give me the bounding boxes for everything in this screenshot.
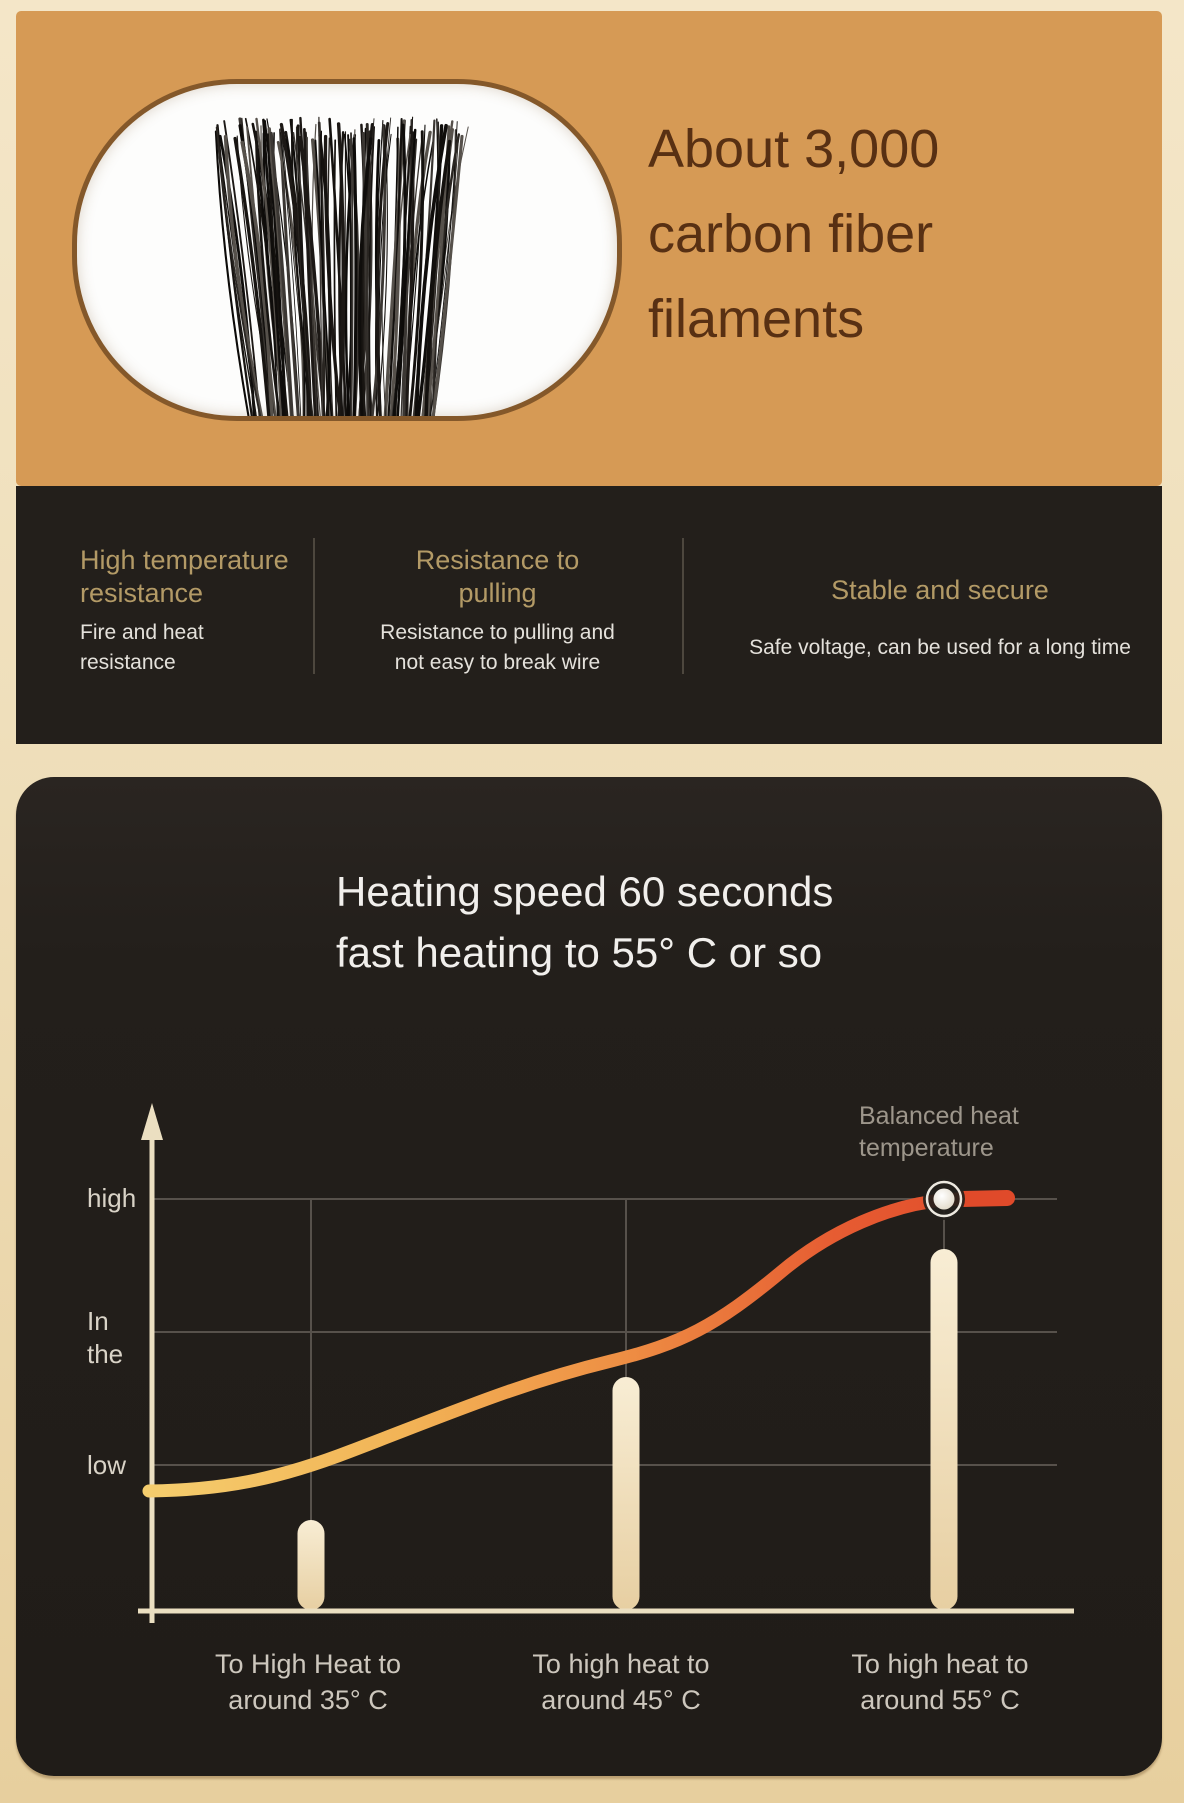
bar-45c [612, 1377, 640, 1610]
features-section: High temperature resistance Fire and hea… [16, 486, 1162, 744]
marker-dot-icon [933, 1188, 955, 1210]
feature-title: High temperature resistance [80, 544, 313, 610]
hero-headline-line: carbon fiber [648, 204, 934, 264]
feature-title-line: resistance [80, 578, 204, 608]
feature-high-temperature: High temperature resistance Fire and hea… [16, 486, 313, 744]
feature-title-line: pulling [458, 578, 537, 608]
feature-title-line: High temperature [80, 545, 289, 575]
annotation-line: temperature [859, 1134, 994, 1162]
content-wrap: About 3,000 carbon fiber filaments High … [16, 11, 1162, 1776]
x-label-55c-line2: around 55° C [860, 1685, 1019, 1715]
hero-headline-line: filaments [648, 289, 865, 349]
feature-body: Resistance to pulling and not easy to br… [313, 618, 682, 678]
feature-pulling-resistance: Resistance to pulling Resistance to pull… [313, 486, 682, 744]
feature-stable-secure: Stable and secure Safe voltage, can be u… [682, 486, 1162, 744]
hero-headline-line: About 3,000 [648, 119, 940, 179]
section-gap [16, 744, 1162, 777]
heating-curve-chart: high In the low Balanced heat temperatur… [87, 1102, 1074, 1715]
feature-title: Stable and secure [718, 574, 1162, 607]
y-axis-arrow-icon [141, 1103, 163, 1140]
feature-divider [313, 538, 315, 674]
y-label-in: In [87, 1306, 109, 1336]
bar-35c [297, 1520, 325, 1610]
x-label-45c-line1: To high heat to [532, 1649, 709, 1679]
feature-divider [682, 538, 684, 674]
feature-body-line: Safe voltage, can be used for a long tim… [749, 636, 1131, 659]
x-label-35c-line1: To High Heat to [215, 1649, 401, 1679]
feature-body-line: Resistance to pulling and [380, 621, 615, 644]
feature-body: Fire and heat resistance [80, 618, 313, 678]
feature-body-line: Fire and heat [80, 621, 204, 644]
chart-title-line: fast heating to 55° C or so [336, 929, 823, 976]
feature-body-line: resistance [80, 651, 176, 674]
marker-ring-icon [925, 1180, 963, 1218]
y-label-high: high [87, 1183, 136, 1213]
hero-headline: About 3,000 carbon fiber filaments [648, 107, 939, 362]
carbon-fiber-image [72, 79, 622, 421]
x-label-35c-line2: around 35° C [228, 1685, 387, 1715]
chart-title: Heating speed 60 seconds fast heating to… [336, 861, 833, 983]
heating-curve-end [954, 1190, 1015, 1207]
x-label-55c-line1: To high heat to [851, 1649, 1028, 1679]
bar-55c [930, 1249, 958, 1610]
feature-title: Resistance to pulling [313, 544, 682, 610]
fiber-bundle-illustration [214, 116, 469, 416]
x-label-45c-line2: around 45° C [541, 1685, 700, 1715]
feature-title-line: Stable and secure [831, 575, 1049, 605]
chart-title-line: Heating speed 60 seconds [336, 868, 834, 915]
feature-body-line: not easy to break wire [394, 651, 601, 674]
y-label-low: low [87, 1450, 126, 1480]
heating-curve [142, 1191, 1014, 1498]
hero-section: About 3,000 carbon fiber filaments [16, 11, 1162, 486]
annotation-line: Balanced heat [859, 1102, 1019, 1130]
feature-body: Safe voltage, can be used for a long tim… [718, 633, 1162, 663]
y-label-the: the [87, 1339, 123, 1369]
feature-title-line: Resistance to [415, 545, 580, 575]
heating-speed-panel: Heating speed 60 seconds fast heating to… [16, 777, 1162, 1776]
